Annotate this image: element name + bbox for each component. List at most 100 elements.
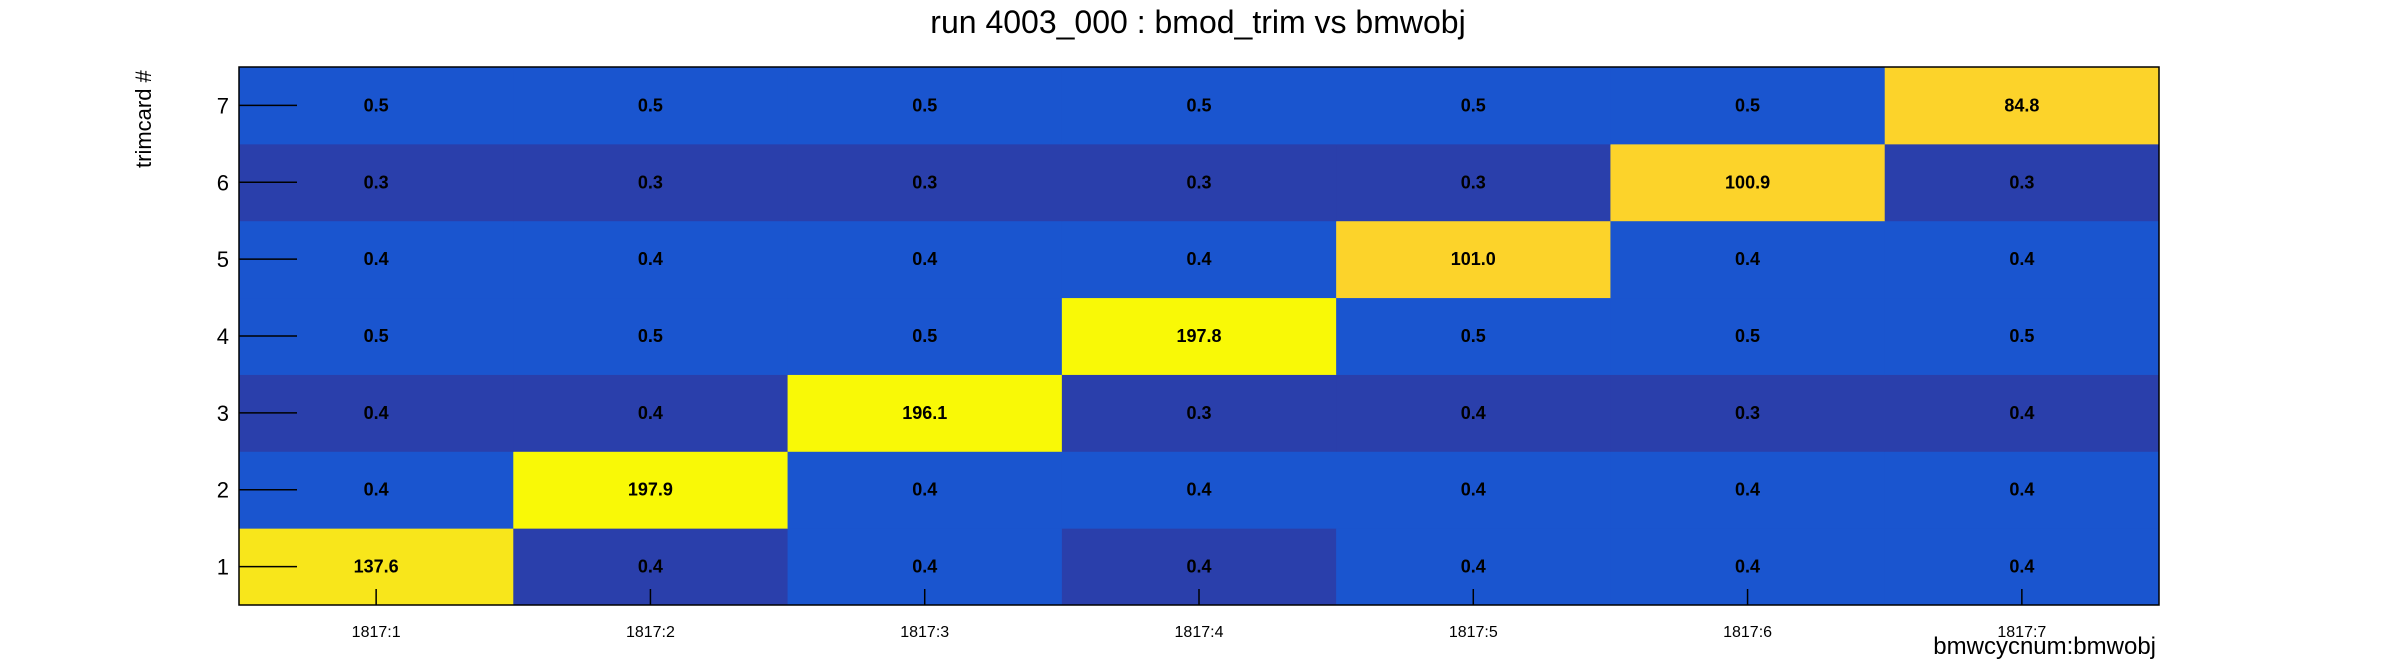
data-label: 0.4: [912, 480, 937, 500]
heatmap-cell: [1884, 451, 2160, 529]
data-label: 0.4: [2009, 480, 2034, 500]
data-label: 0.5: [364, 95, 389, 115]
heatmap-cell: [1061, 451, 1337, 529]
x-tick-label: 1817:4: [1175, 624, 1224, 641]
heatmap-cell: [1061, 67, 1337, 145]
data-label: 0.3: [1186, 403, 1211, 423]
heatmap-cell: [787, 374, 1063, 452]
data-label: 0.4: [2009, 557, 2034, 577]
heatmap-cell: [1610, 297, 1886, 375]
heatmap-cell: [787, 297, 1063, 375]
data-label: 137.6: [354, 557, 399, 577]
data-label: 0.5: [2009, 326, 2034, 346]
data-label: 0.4: [1735, 557, 1760, 577]
heatmap-cell: [787, 143, 1063, 222]
data-label: 84.8: [2004, 95, 2039, 115]
heatmap-cell: [1336, 143, 1611, 222]
data-label: 0.4: [912, 557, 937, 577]
heatmap-cell: [513, 451, 789, 529]
data-label: 0.3: [638, 172, 663, 192]
data-label: 196.1: [902, 403, 947, 423]
data-label: 0.4: [1186, 249, 1211, 269]
data-label: 0.3: [364, 172, 389, 192]
data-label: 0.4: [1735, 480, 1760, 500]
data-label: 0.4: [638, 403, 663, 423]
x-tick-label: 1817:7: [1997, 624, 2046, 641]
data-label: 0.4: [638, 557, 663, 577]
data-label: 0.4: [364, 480, 389, 500]
data-label: 0.4: [1461, 403, 1486, 423]
heatmap-cell: [1336, 220, 1611, 299]
data-label: 0.4: [2009, 249, 2034, 269]
heatmap-cell: [1061, 374, 1337, 452]
data-label: 0.4: [638, 249, 663, 269]
heatmap-cell: [1884, 374, 2160, 452]
data-label: 0.4: [1461, 480, 1486, 500]
x-tick-label: 1817:1: [352, 624, 401, 641]
data-label: 0.4: [2009, 403, 2034, 423]
data-label: 101.0: [1451, 249, 1496, 269]
x-tick-label: 1817:5: [1449, 624, 1498, 641]
heatmap-cell: [513, 220, 789, 299]
data-label: 0.3: [2009, 172, 2034, 192]
data-label: 0.5: [638, 326, 663, 346]
heatmap-cell: [1884, 143, 2160, 222]
data-label: 0.4: [912, 249, 937, 269]
y-tick-label: 7: [217, 93, 229, 118]
data-label: 0.3: [912, 172, 937, 192]
heatmap-cell: [1610, 451, 1886, 529]
data-label: 0.5: [1461, 95, 1486, 115]
heatmap-cell: [513, 67, 789, 145]
data-label: 0.5: [1735, 95, 1760, 115]
heatmap-cell: [787, 451, 1063, 529]
heatmap-cell: [787, 220, 1063, 299]
y-tick-label: 5: [217, 247, 229, 272]
heatmap-cell: [1884, 220, 2160, 299]
y-tick-label: 2: [217, 478, 229, 503]
x-tick-label: 1817:2: [626, 624, 675, 641]
heatmap-cell: [1884, 67, 2160, 145]
data-label: 0.4: [364, 403, 389, 423]
y-axis-label: trimcard #: [131, 70, 156, 168]
y-tick-label: 4: [217, 324, 229, 349]
x-axis-label: bmwcycnum:bmwobj: [1933, 633, 2156, 660]
heatmap-cell: [1061, 297, 1337, 375]
y-tick-label: 3: [217, 401, 229, 426]
data-label: 0.5: [1735, 326, 1760, 346]
heatmap-cell: [1336, 374, 1611, 452]
data-label: 0.5: [912, 95, 937, 115]
heatmap-cell: [1336, 297, 1611, 375]
heatmap-cell: [1884, 297, 2160, 375]
heatmap-cell: [1610, 143, 1886, 222]
heatmap-cell: [513, 143, 789, 222]
data-label: 0.4: [1735, 249, 1760, 269]
heatmap-cell: [1336, 67, 1611, 145]
x-tick-label: 1817:3: [900, 624, 949, 641]
data-label: 0.4: [1186, 480, 1211, 500]
data-label: 0.3: [1735, 403, 1760, 423]
data-label: 0.3: [1186, 172, 1211, 192]
data-label: 100.9: [1725, 172, 1770, 192]
data-label: 0.5: [912, 326, 937, 346]
data-label: 197.8: [1176, 326, 1221, 346]
heatmap-cell: [1061, 220, 1337, 299]
heatmap-cell: [513, 374, 789, 452]
data-label: 197.9: [628, 480, 673, 500]
heatmap-cell: [1610, 67, 1886, 145]
x-tick-label: 1817:6: [1723, 624, 1772, 641]
data-label: 0.5: [1461, 326, 1486, 346]
chart-title: run 4003_000 : bmod_trim vs bmwobj: [930, 4, 1466, 40]
data-label: 0.4: [364, 249, 389, 269]
heatmap-cell: [1336, 451, 1611, 529]
data-label: 0.5: [1186, 95, 1211, 115]
heatmap-cell: [513, 297, 789, 375]
y-tick-label: 6: [217, 170, 229, 195]
data-label: 0.5: [638, 95, 663, 115]
data-label: 0.5: [364, 326, 389, 346]
data-label: 0.3: [1461, 172, 1486, 192]
y-tick-label: 1: [217, 555, 229, 580]
data-label: 0.4: [1186, 557, 1211, 577]
heatmap-cell: [1061, 143, 1337, 222]
data-label: 0.4: [1461, 557, 1486, 577]
